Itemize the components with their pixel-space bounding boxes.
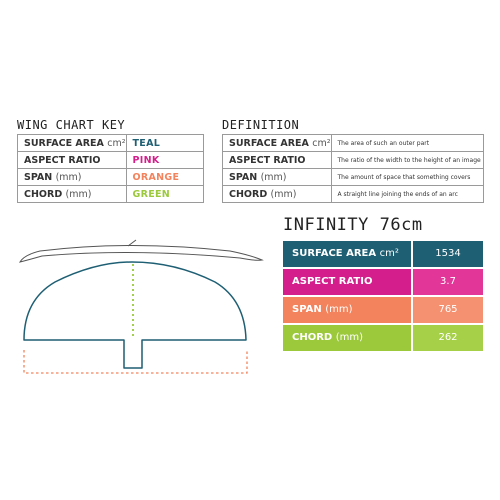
definition-text: The ratio of the width to the height of … bbox=[330, 151, 485, 169]
spec-row-aspect-ratio: ASPECT RATIO 3.7 bbox=[283, 269, 483, 295]
spec-label: CHORD bbox=[292, 332, 333, 343]
spec-unit: (mm) bbox=[335, 332, 363, 343]
key-label: CHORD bbox=[24, 188, 63, 200]
key-color-name: PINK bbox=[125, 151, 205, 169]
definition-unit: cm² bbox=[312, 137, 331, 149]
spec-row-surface-area: SURFACE AREA cm² 1534 bbox=[283, 241, 483, 267]
key-row-chord: CHORD (mm) GREEN bbox=[17, 185, 205, 203]
spec-value-span: 765 bbox=[413, 297, 483, 323]
wing-diagram bbox=[18, 239, 264, 374]
spec-value-chord: 262 bbox=[413, 325, 483, 351]
spec-label-cell: SPAN (mm) bbox=[283, 297, 411, 323]
key-row-span: SPAN (mm) ORANGE bbox=[17, 168, 205, 186]
key-label: SPAN bbox=[24, 171, 53, 183]
definition-text: The area of such an outer part bbox=[330, 134, 485, 152]
key-unit: cm² bbox=[107, 137, 126, 149]
definition-label: SURFACE AREA bbox=[229, 137, 309, 149]
key-label: ASPECT RATIO bbox=[24, 154, 101, 166]
spec-label: SPAN bbox=[292, 304, 322, 315]
wing-chart-key-table: SURFACE AREA cm² TEAL ASPECT RATIO PINK … bbox=[17, 134, 205, 203]
key-unit: (mm) bbox=[65, 188, 92, 200]
definition-text: A straight line joining the ends of an a… bbox=[330, 185, 485, 203]
fuselage-tip-mark bbox=[127, 239, 137, 247]
spec-label: ASPECT RATIO bbox=[292, 276, 373, 287]
spec-row-span: SPAN (mm) 765 bbox=[283, 297, 483, 323]
key-title: WING CHART KEY bbox=[17, 118, 126, 132]
definition-label: ASPECT RATIO bbox=[229, 154, 306, 166]
key-row-aspect-ratio: ASPECT RATIO PINK bbox=[17, 151, 205, 169]
span-indicator bbox=[23, 350, 248, 374]
spec-value-aspect-ratio: 3.7 bbox=[413, 269, 483, 295]
spec-label-cell: SURFACE AREA cm² bbox=[283, 241, 411, 267]
fuselage-outline bbox=[18, 245, 264, 263]
wing-outline bbox=[23, 261, 247, 369]
spec-label-cell: CHORD (mm) bbox=[283, 325, 411, 351]
key-row-surface-area: SURFACE AREA cm² TEAL bbox=[17, 134, 205, 152]
definition-row-surface-area: SURFACE AREA cm² The area of such an out… bbox=[222, 134, 485, 152]
definition-label: SPAN bbox=[229, 171, 258, 183]
spec-label-cell: ASPECT RATIO bbox=[283, 269, 411, 295]
key-color-name: ORANGE bbox=[125, 168, 205, 186]
key-unit: (mm) bbox=[55, 171, 82, 183]
definition-title: DEFINITION bbox=[222, 118, 300, 132]
definition-unit: (mm) bbox=[270, 188, 297, 200]
product-title: INFINITY 76cm bbox=[283, 215, 423, 235]
definition-text: The amount of space that something cover… bbox=[330, 168, 485, 186]
definition-unit: (mm) bbox=[260, 171, 287, 183]
definition-label: CHORD bbox=[229, 188, 268, 200]
definition-table: SURFACE AREA cm² The area of such an out… bbox=[222, 134, 485, 203]
spec-label: SURFACE AREA bbox=[292, 248, 377, 259]
definition-row-span: SPAN (mm) The amount of space that somet… bbox=[222, 168, 485, 186]
spec-value-surface-area: 1534 bbox=[413, 241, 483, 267]
definition-row-aspect-ratio: ASPECT RATIO The ratio of the width to t… bbox=[222, 151, 485, 169]
definition-row-chord: CHORD (mm) A straight line joining the e… bbox=[222, 185, 485, 203]
key-color-name: TEAL bbox=[125, 134, 205, 152]
spec-unit: cm² bbox=[379, 248, 399, 259]
key-label: SURFACE AREA bbox=[24, 137, 104, 149]
spec-row-chord: CHORD (mm) 262 bbox=[283, 325, 483, 351]
key-color-name: GREEN bbox=[125, 185, 205, 203]
spec-unit: (mm) bbox=[325, 304, 353, 315]
